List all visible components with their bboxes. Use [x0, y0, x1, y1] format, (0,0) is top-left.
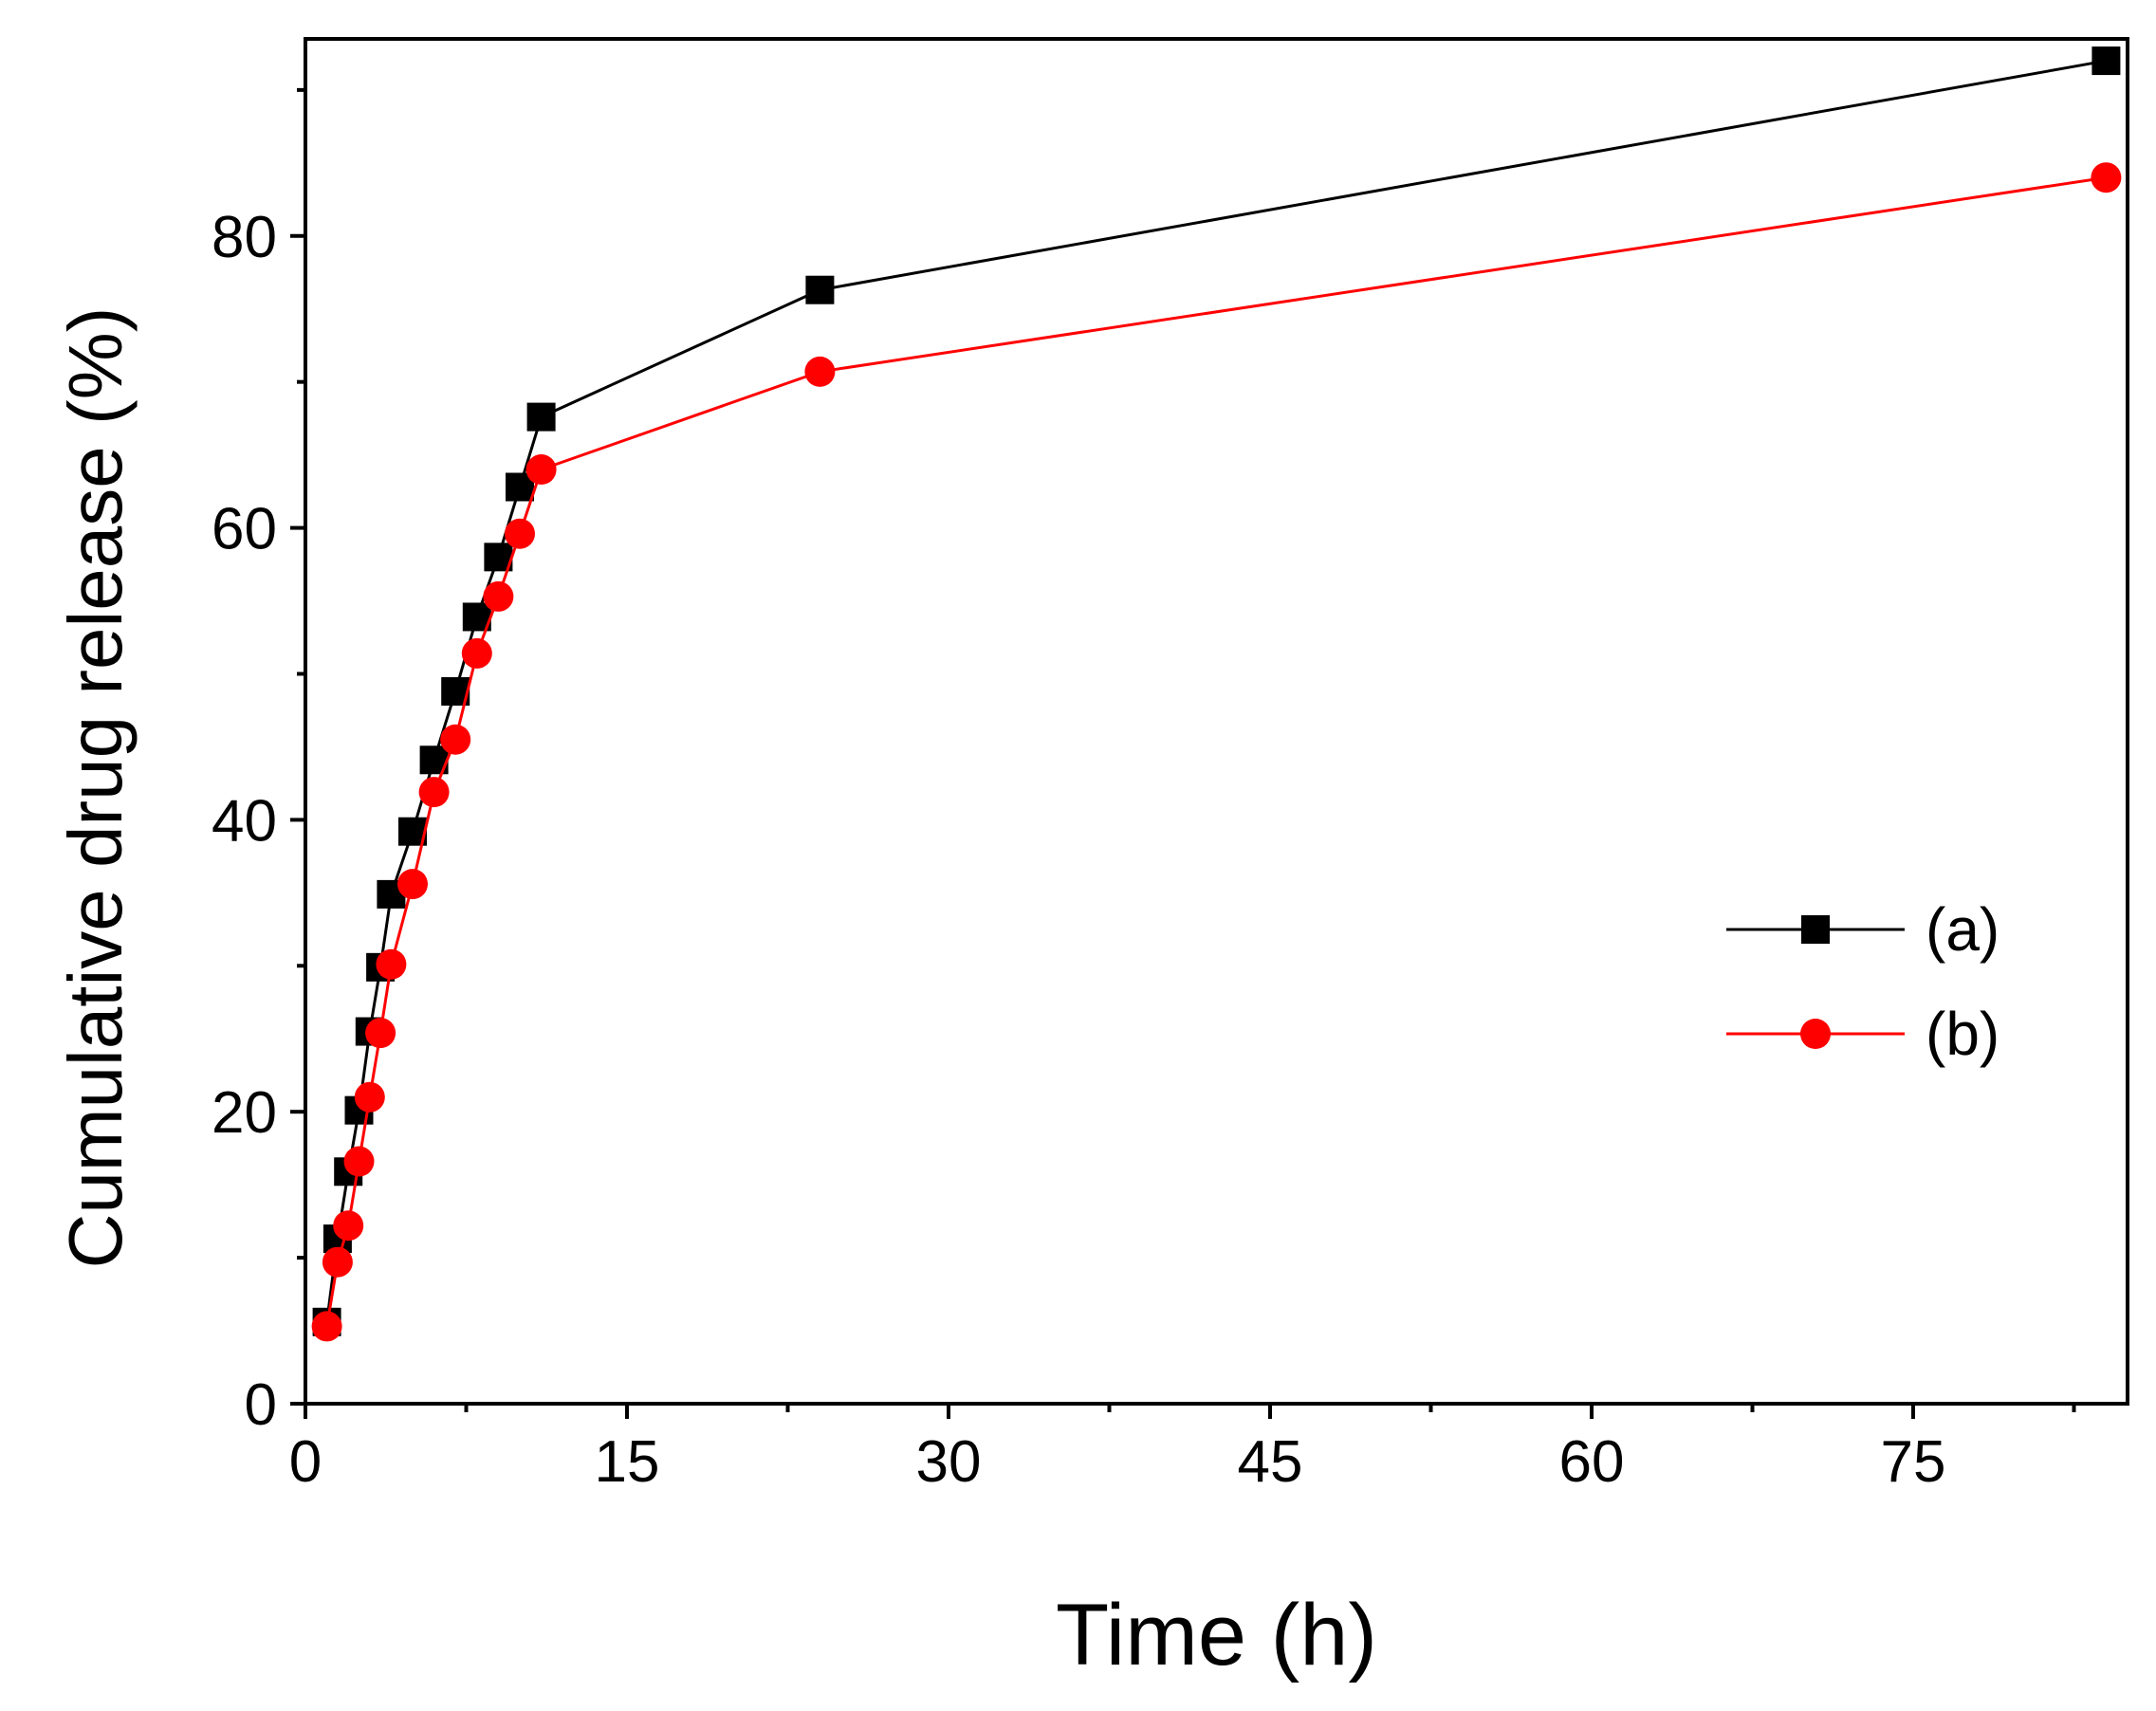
y-tick-label: 20	[212, 1080, 277, 1146]
legend-label: (a)	[1926, 895, 1999, 964]
data-point-circle	[440, 724, 471, 755]
data-point-circle	[376, 948, 407, 980]
x-tick-label: 60	[1559, 1429, 1625, 1495]
series-line	[325, 59, 2107, 1323]
data-point-circle	[333, 1210, 364, 1242]
legend-entry-b: (b)	[1726, 1000, 1999, 1068]
data-point-circle	[461, 637, 492, 669]
x-tick-label: 0	[289, 1429, 322, 1495]
series-layer	[311, 46, 2122, 1342]
data-point-circle	[525, 454, 557, 486]
data-point-circle	[483, 580, 514, 612]
x-tick-label: 30	[916, 1429, 982, 1495]
legend-entry-a: (a)	[1726, 895, 1999, 964]
data-point-circle	[2091, 162, 2122, 193]
data-point-circle	[397, 869, 428, 900]
data-point-square	[2092, 46, 2121, 76]
plot-frame	[304, 37, 2129, 1406]
data-point-circle	[354, 1081, 385, 1113]
y-tick-label: 40	[212, 788, 277, 854]
legend-label: (b)	[1926, 1000, 1999, 1068]
x-tick-label: 75	[1881, 1429, 1946, 1495]
y-axis-title: Cumulative drug release (%)	[53, 307, 138, 1269]
x-tick-label: 45	[1238, 1429, 1303, 1495]
y-tick-label: 80	[212, 205, 277, 270]
x-tick-label: 15	[595, 1429, 660, 1495]
series-a	[312, 46, 2121, 1336]
data-point-circle	[322, 1246, 353, 1278]
series-line	[325, 175, 2107, 1327]
y-tick-label: 0	[245, 1372, 277, 1438]
data-point-circle	[418, 777, 450, 808]
series-b	[311, 162, 2122, 1342]
data-point-circle	[365, 1018, 396, 1049]
data-point-circle	[343, 1146, 375, 1177]
legend-marker-circle	[1800, 1019, 1831, 1049]
data-point-circle	[804, 356, 836, 387]
data-point-square	[526, 402, 556, 432]
x-axis-title: Time (h)	[1056, 1587, 1377, 1683]
data-point-circle	[311, 1311, 342, 1342]
y-tick-label: 60	[212, 497, 277, 562]
legend: (a) (b)	[1726, 895, 1999, 1068]
data-point-circle	[505, 518, 535, 549]
axes-layer: 0 15 30 45 60 75 0 20 40 60 80	[212, 87, 2076, 1495]
legend-marker-square	[1801, 915, 1830, 944]
data-point-square	[805, 275, 835, 304]
